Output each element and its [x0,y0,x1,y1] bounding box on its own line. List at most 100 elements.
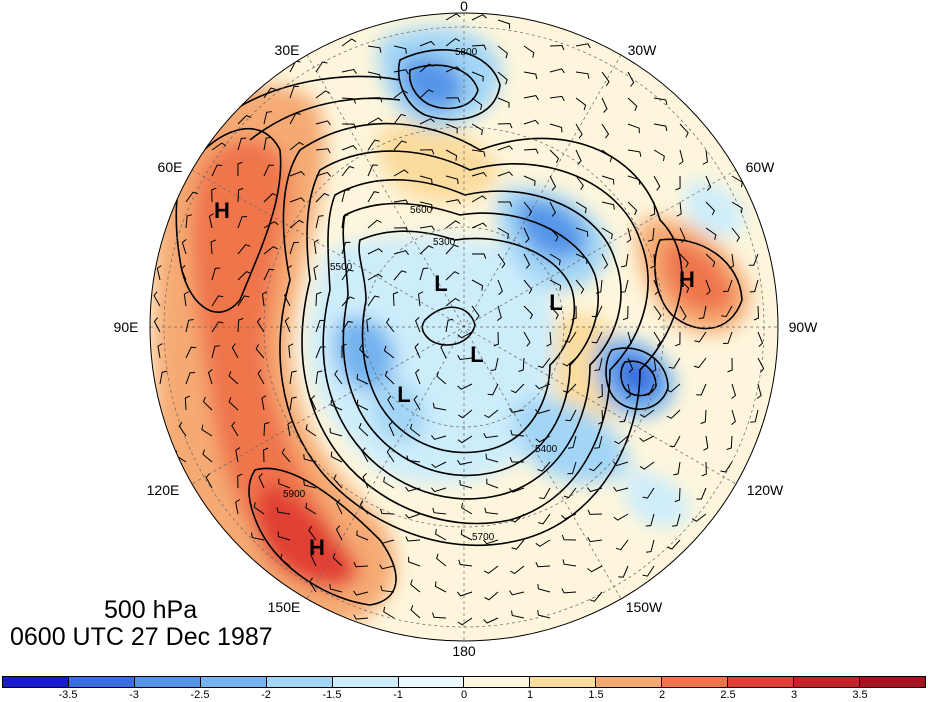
wind-barb [471,123,483,136]
wind-barb [310,395,317,411]
wind-barb [497,227,509,239]
wind-barb [549,201,557,217]
wind-barb [562,357,577,367]
wind-barb [626,227,632,243]
wind-barb [471,14,487,21]
wind-barb [571,305,577,321]
wind-barb [703,435,709,451]
wind-barb [289,85,299,99]
wind-barb [445,199,461,205]
wind-barb [471,305,480,321]
colorbar-tick-label: 3.5 [852,689,868,701]
wind-barb [341,38,357,47]
high-center-north-atlantic: H [679,267,695,292]
wind-barb [575,97,587,111]
wind-barb [392,291,399,307]
wind-barb [440,343,447,359]
wind-barb [618,565,629,578]
wind-barb [341,241,351,255]
wind-barb [383,476,395,489]
wind-barb [722,331,733,344]
wind-barb [627,97,638,111]
wind-barb [237,216,248,229]
wind-barb [181,239,187,255]
wind-barb [255,344,265,359]
wind-barb [595,279,603,294]
wind-barb [434,581,447,593]
wind-barb [691,513,707,522]
lon-label-180: 180 [452,643,476,659]
colorbar-tick-label: 3 [790,689,798,701]
wind-barb [185,214,193,229]
colorbar-tick-label: 0 [460,689,468,701]
wind-barb [523,119,539,125]
wind-barb [748,253,759,266]
wind-barb [509,457,524,463]
wind-barb [626,331,632,347]
wind-barb [679,123,689,138]
anomaly-shading [153,26,750,630]
wind-barb [601,227,613,240]
wind-barb [490,357,499,371]
wind-barb [185,191,199,203]
wind-barb [153,317,161,333]
colorbar-box [3,677,69,687]
wind-barb [379,508,395,515]
high-center-west-siberia: H [214,198,230,223]
wind-barb [653,97,668,105]
wind-barb [353,614,369,620]
wind-barb [341,145,357,151]
wind-barb [315,90,331,99]
wind-barb [419,118,435,125]
wind-barb [727,357,733,373]
wind-barb [549,253,561,266]
wind-barb [211,187,217,203]
colorbar-tick-label: 2 [658,689,666,701]
wind-barb [211,295,224,307]
wind-barb [278,478,291,489]
wind-barb [497,45,508,59]
wind-barb [601,97,608,113]
wind-barb [315,319,325,333]
lon-label-120w: 120W [747,482,784,498]
wind-barb [228,371,239,385]
wind-barb [497,279,503,295]
wind-barb [642,565,655,577]
contour-label-5500: 5500 [330,262,353,273]
wind-barb [523,253,531,269]
wind-barb [341,296,355,307]
wind-barb [457,435,473,444]
wind-barb [289,370,297,385]
wind-barb [561,588,577,594]
wind-barb [537,461,551,472]
wind-barb [341,189,350,203]
wind-barb [471,71,484,82]
wind-barb [353,561,369,568]
wind-barb [334,369,343,385]
wind-barb [431,487,447,493]
wind-barb [535,435,551,443]
wind-barb [383,345,395,359]
wind-barb [289,197,305,203]
wind-barb [263,245,278,255]
wind-barb [263,136,272,151]
wind-barb [601,253,609,269]
wind-barb [679,253,689,268]
wind-barb [567,461,577,475]
wind-barb [415,317,421,333]
wind-barb [575,71,590,79]
wind-barb [613,486,629,492]
wind-barb [367,295,380,307]
wind-barb [388,421,395,437]
wind-barb [549,149,560,164]
colorbar-box [662,677,729,687]
wind-barb [263,268,275,281]
wind-barb [393,270,407,281]
colorbar-box [530,677,597,687]
wind-barb [289,396,297,411]
wind-barb [458,559,473,567]
wind-barb [615,539,629,551]
wind-barb [537,610,551,619]
wind-barb [405,536,421,542]
wind-barb [497,19,511,29]
